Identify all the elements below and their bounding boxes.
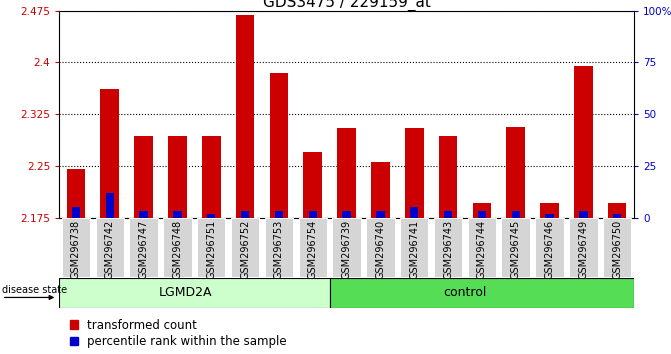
Bar [603, 218, 631, 277]
Bar [579, 211, 588, 218]
Title: GDS3475 / 229159_at: GDS3475 / 229159_at [262, 0, 431, 11]
Text: GSM296741: GSM296741 [409, 219, 419, 279]
Bar [511, 211, 520, 218]
Text: control: control [444, 286, 486, 299]
Bar [405, 128, 423, 218]
Bar [241, 211, 250, 218]
Text: GSM296754: GSM296754 [308, 219, 318, 279]
Bar [95, 218, 124, 277]
Bar [274, 211, 283, 218]
Bar [478, 211, 486, 218]
Bar [231, 218, 259, 277]
Text: GSM296739: GSM296739 [342, 219, 352, 279]
Bar [105, 193, 114, 218]
Bar [72, 207, 80, 218]
Bar [130, 218, 158, 277]
Text: GSM296749: GSM296749 [578, 219, 588, 279]
Bar [236, 16, 254, 218]
Bar [303, 152, 322, 218]
Bar [546, 213, 554, 218]
Text: GSM296748: GSM296748 [172, 219, 183, 279]
Bar [574, 66, 592, 218]
Bar [410, 207, 419, 218]
Bar [569, 218, 598, 277]
Text: GSM296751: GSM296751 [206, 219, 216, 279]
Bar [140, 211, 148, 218]
Bar [329, 278, 634, 308]
Text: GSM296738: GSM296738 [71, 219, 81, 279]
Bar [338, 128, 356, 218]
Bar [444, 211, 452, 218]
Legend: transformed count, percentile rank within the sample: transformed count, percentile rank withi… [65, 314, 292, 353]
Text: GSM296745: GSM296745 [511, 219, 521, 279]
Bar [371, 162, 390, 218]
Bar [332, 218, 361, 277]
Bar [501, 218, 530, 277]
Text: LGMD2A: LGMD2A [159, 286, 213, 299]
Bar [400, 218, 428, 277]
Bar [535, 218, 564, 277]
Bar [439, 136, 458, 218]
Bar [197, 218, 225, 277]
Bar [472, 202, 491, 218]
Bar [173, 211, 182, 218]
Text: GSM296743: GSM296743 [443, 219, 453, 279]
Text: GSM296747: GSM296747 [139, 219, 148, 279]
Bar [376, 211, 384, 218]
Bar [163, 218, 192, 277]
Text: GSM296750: GSM296750 [612, 219, 622, 279]
Bar [134, 136, 153, 218]
Bar [270, 73, 289, 218]
Text: GSM296753: GSM296753 [274, 219, 284, 279]
Bar [299, 218, 327, 277]
Text: GSM296752: GSM296752 [240, 219, 250, 279]
Text: GSM296746: GSM296746 [545, 219, 554, 279]
Bar [608, 202, 627, 218]
Bar [613, 213, 621, 218]
Bar [62, 218, 90, 277]
Text: GSM296744: GSM296744 [477, 219, 487, 279]
Bar [507, 127, 525, 218]
Text: GSM296742: GSM296742 [105, 219, 115, 279]
Text: GSM296740: GSM296740 [375, 219, 385, 279]
Bar [309, 211, 317, 218]
Bar [265, 218, 293, 277]
Bar [59, 278, 329, 308]
Bar [434, 218, 462, 277]
Bar [207, 213, 215, 218]
Text: disease state: disease state [2, 285, 67, 295]
Bar [540, 202, 559, 218]
Bar [202, 136, 221, 218]
Bar [101, 88, 119, 218]
Bar [366, 218, 395, 277]
Bar [342, 211, 351, 218]
Bar [468, 218, 496, 277]
Bar [168, 136, 187, 218]
Bar [66, 169, 85, 218]
